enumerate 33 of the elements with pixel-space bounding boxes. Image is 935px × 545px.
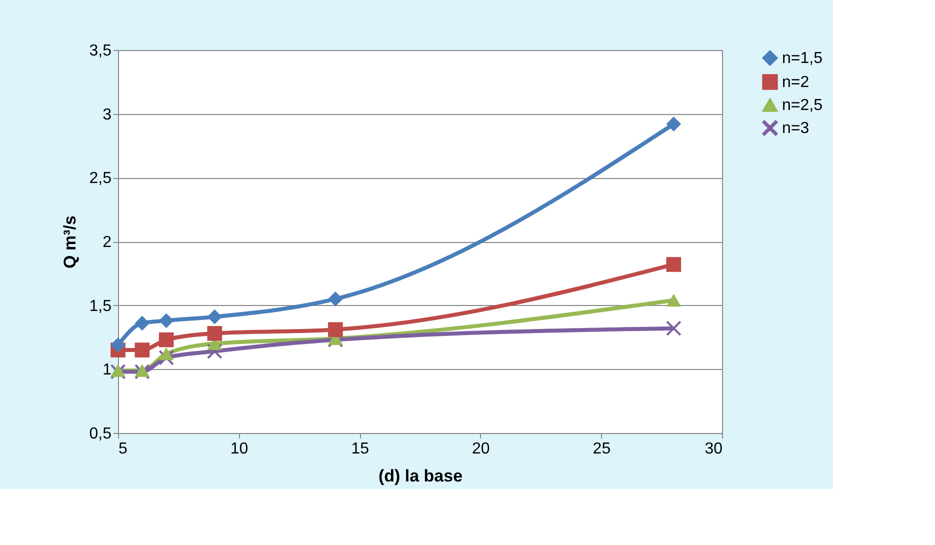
point xyxy=(328,322,343,338)
point xyxy=(134,316,150,331)
legend-label: n=2 xyxy=(782,74,810,91)
y-tick-label: 2 xyxy=(102,234,112,251)
y-tick-label: 1 xyxy=(102,362,112,379)
point xyxy=(158,347,174,360)
y-tick-label: 2,5 xyxy=(89,170,112,188)
point xyxy=(207,309,222,324)
point xyxy=(666,257,682,272)
x-tick-label: 15 xyxy=(351,440,370,458)
x-tick-label: 5 xyxy=(118,440,128,458)
x-axis-title: (d) la base xyxy=(378,466,463,486)
y-tick-label: 0,5 xyxy=(89,426,112,442)
point xyxy=(110,337,126,352)
legend-label: n=2,5 xyxy=(782,97,823,114)
x-tick-label: 30 xyxy=(704,440,723,458)
point xyxy=(666,294,682,307)
point xyxy=(328,292,343,306)
x-tick-label: 10 xyxy=(230,440,248,458)
y-tick-label: 1,5 xyxy=(89,298,112,315)
x-tick-label: 20 xyxy=(472,440,490,458)
point xyxy=(158,332,174,348)
x-tick-label: 25 xyxy=(592,440,611,458)
legend-label: n=3 xyxy=(782,120,810,137)
point xyxy=(207,326,222,341)
y-tick-label: 3,5 xyxy=(89,42,112,60)
legend-label: n=1,5 xyxy=(782,50,823,67)
point xyxy=(666,116,682,132)
point xyxy=(158,313,174,328)
y-tick-label: 3 xyxy=(102,106,112,124)
point xyxy=(666,320,682,336)
y-axis-title: Q m³/s xyxy=(60,216,80,268)
point xyxy=(134,342,150,358)
